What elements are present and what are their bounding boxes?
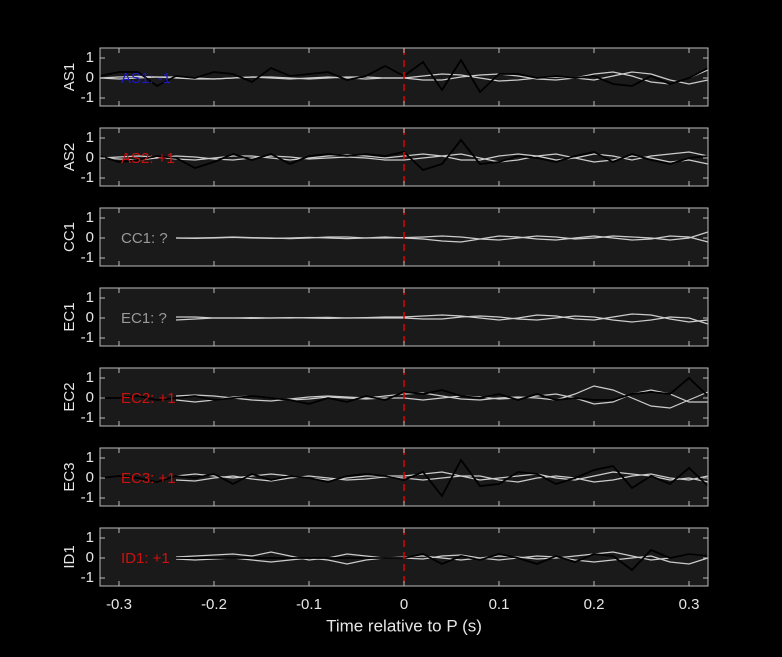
y-tick-label: -1 xyxy=(81,489,94,506)
y-axis-label: CC1 xyxy=(61,222,78,252)
station-annotation: AS1: -1 xyxy=(121,70,171,87)
y-axis-label: AS2 xyxy=(61,143,78,171)
y-tick-label: 1 xyxy=(86,369,94,386)
station-annotation: EC2: +1 xyxy=(121,390,176,407)
trace xyxy=(99,153,709,165)
y-tick-label: 1 xyxy=(86,49,94,66)
trace xyxy=(175,551,709,561)
x-tick-label: 0.1 xyxy=(489,596,510,613)
station-annotation: EC1: ? xyxy=(121,310,167,327)
x-tick-label: -0.1 xyxy=(296,596,322,613)
y-tick-label: 1 xyxy=(86,209,94,226)
trace xyxy=(176,548,709,572)
station-annotation: AS2: +1 xyxy=(121,150,175,167)
y-tick-label: 0 xyxy=(86,149,94,166)
station-annotation: CC1: ? xyxy=(121,230,168,247)
station-annotation: ID1: +1 xyxy=(121,550,170,567)
y-tick-label: -1 xyxy=(81,249,94,266)
y-tick-label: 1 xyxy=(86,129,94,146)
y-axis-label: ID1 xyxy=(61,545,78,568)
y-tick-label: 0 xyxy=(86,549,94,566)
trace xyxy=(175,473,709,483)
y-tick-label: -1 xyxy=(81,329,94,346)
y-tick-label: 0 xyxy=(86,309,94,326)
trace xyxy=(175,315,709,325)
y-tick-label: 1 xyxy=(86,529,94,546)
y-axis-label: EC2 xyxy=(61,382,78,411)
y-tick-label: 0 xyxy=(86,69,94,86)
x-tick-label: -0.3 xyxy=(106,596,132,613)
y-tick-label: -1 xyxy=(81,569,94,586)
y-tick-label: 1 xyxy=(86,289,94,306)
x-tick-label: 0.3 xyxy=(679,596,700,613)
y-axis-label: AS1 xyxy=(61,63,78,91)
y-tick-label: 1 xyxy=(86,449,94,466)
y-tick-label: -1 xyxy=(81,409,94,426)
y-axis-label: EC3 xyxy=(61,462,78,491)
y-axis-label: EC1 xyxy=(61,302,78,331)
y-tick-label: -1 xyxy=(81,169,94,186)
x-tick-label: 0.2 xyxy=(584,596,605,613)
trace xyxy=(175,554,709,565)
y-tick-label: -1 xyxy=(81,89,94,106)
y-tick-label: 0 xyxy=(86,469,94,486)
x-tick-label: 0 xyxy=(400,596,408,613)
station-annotation: EC3: +1 xyxy=(121,470,176,487)
trace xyxy=(175,235,709,243)
x-axis-label: Time relative to P (s) xyxy=(326,616,482,635)
trace xyxy=(99,458,709,498)
y-tick-label: 0 xyxy=(86,229,94,246)
y-tick-label: 0 xyxy=(86,389,94,406)
trace xyxy=(175,385,709,409)
x-tick-label: -0.2 xyxy=(201,596,227,613)
